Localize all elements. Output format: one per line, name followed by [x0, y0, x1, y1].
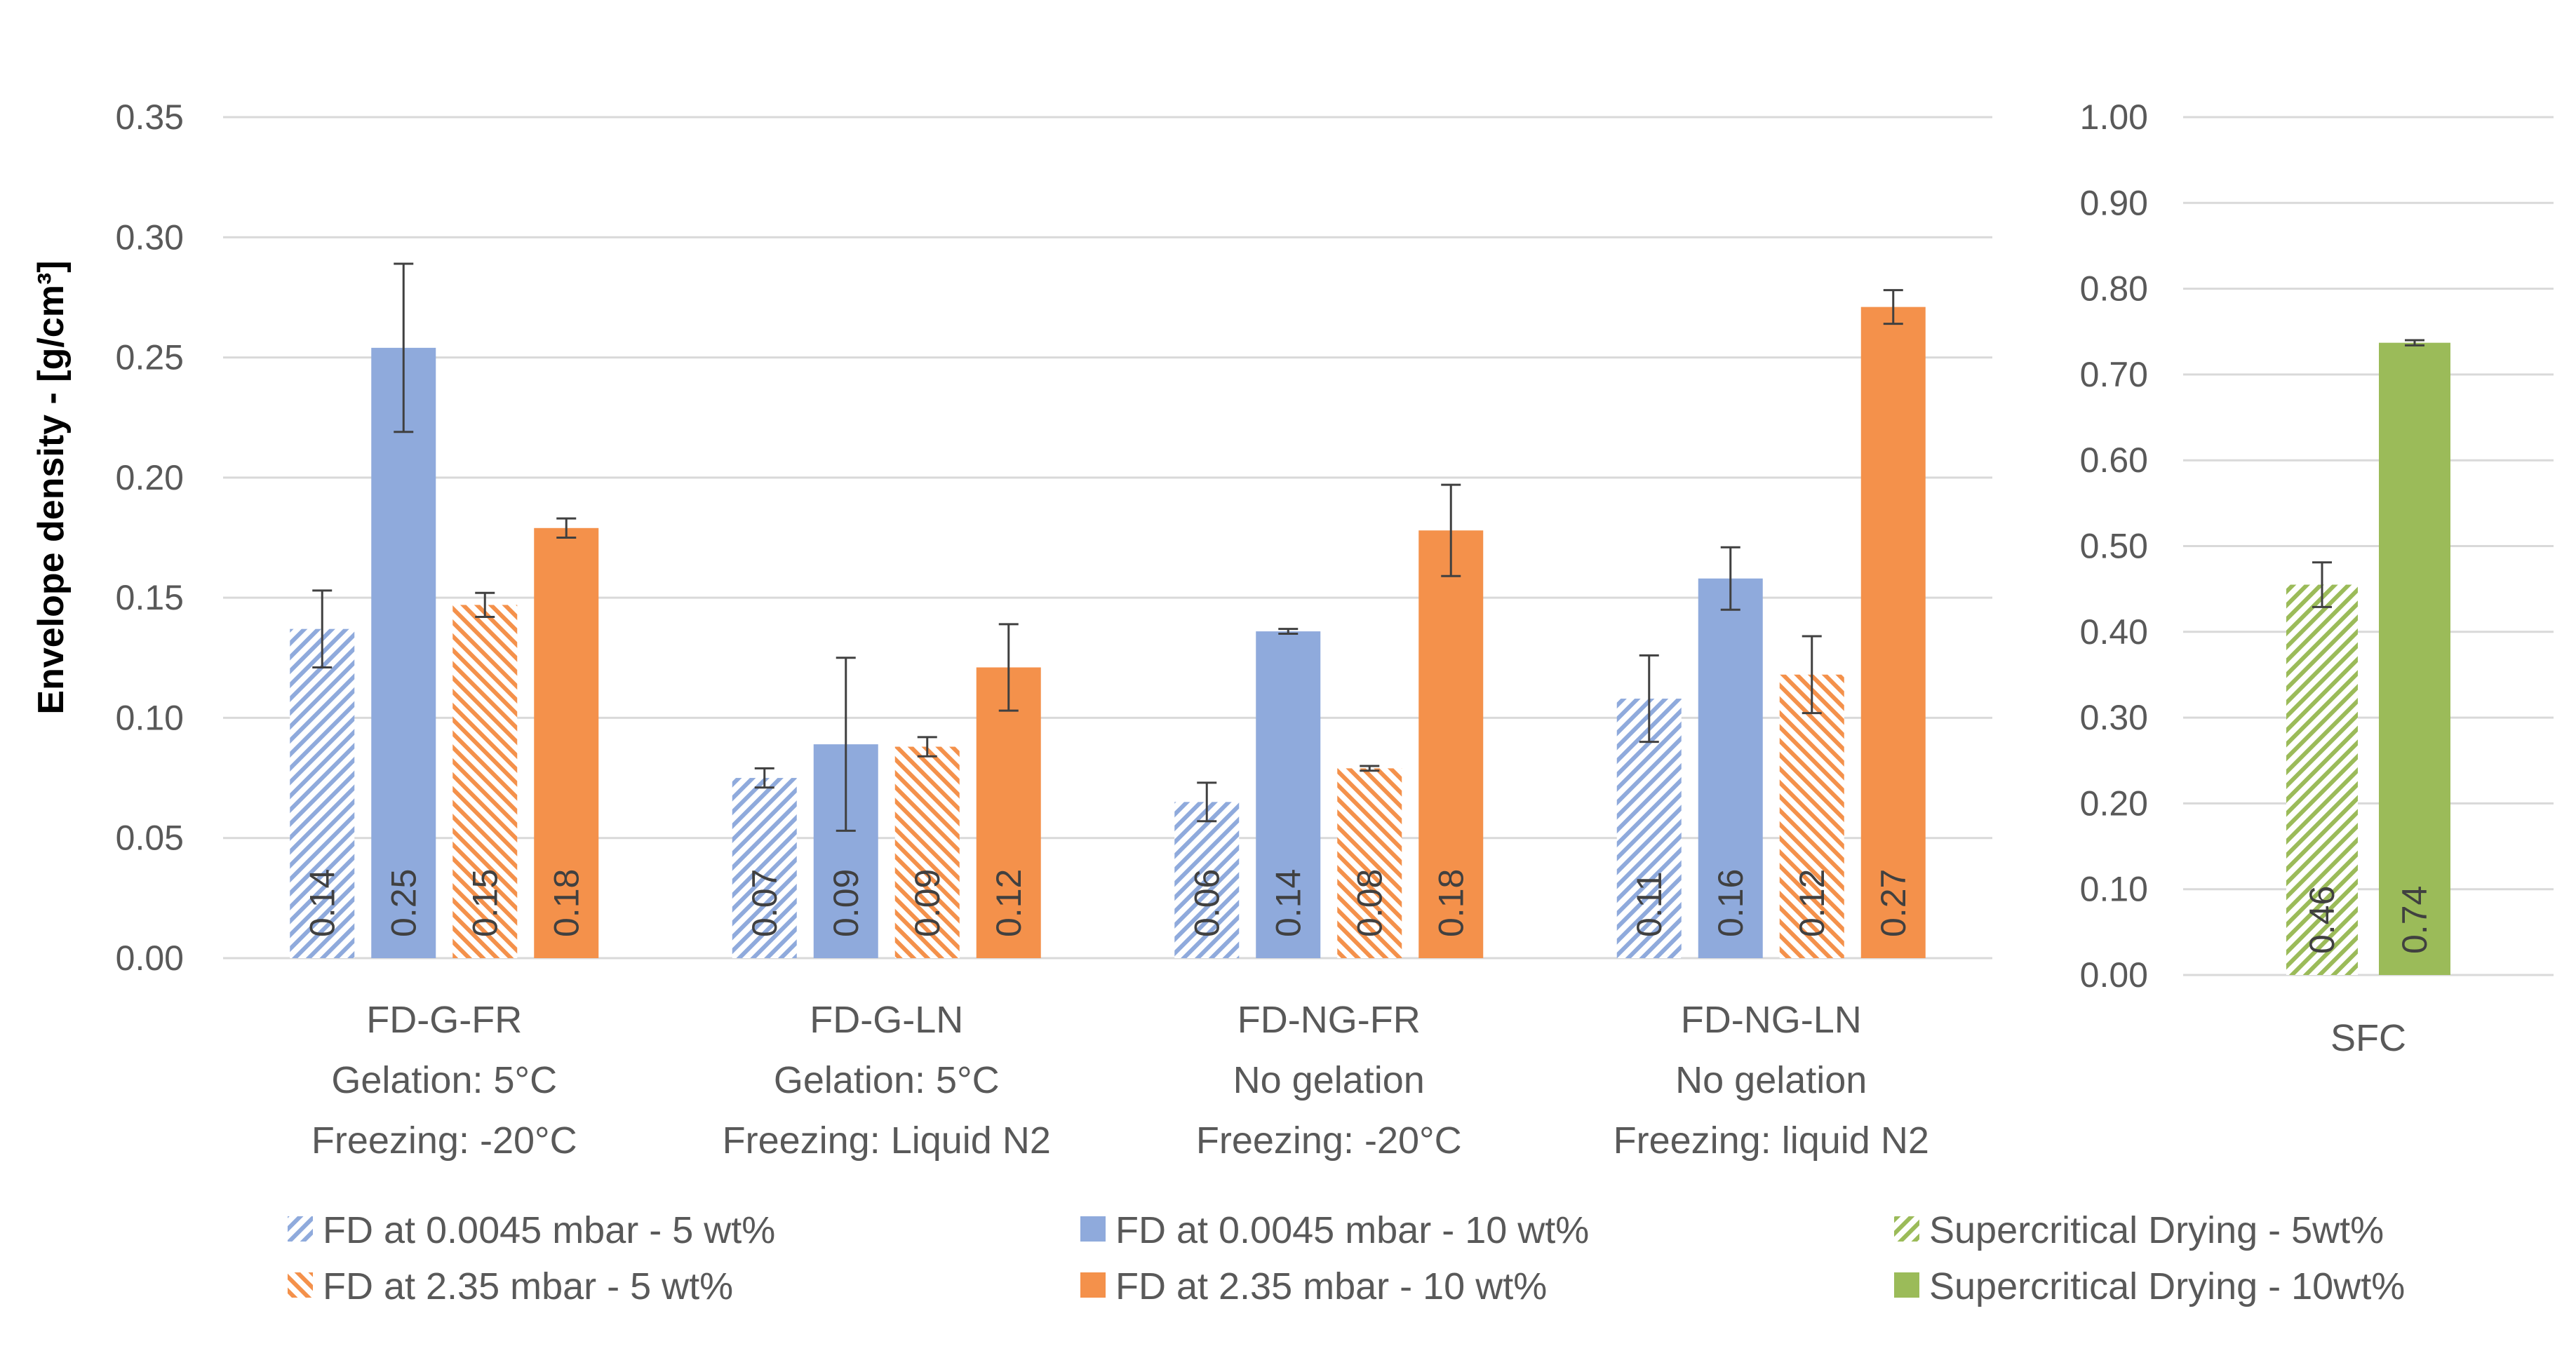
category-label: FD-G-FR: [366, 999, 522, 1041]
category-label: FD-G-LN: [810, 999, 963, 1041]
legend-label: Supercritical Drying - 5wt%: [1929, 1209, 2384, 1251]
category-label: Freezing: liquid N2: [1614, 1119, 1929, 1162]
side-bars: 0.46 0.74: [2286, 339, 2450, 975]
legend-swatch: [1080, 1216, 1106, 1242]
y-tick-label: 0.30: [116, 217, 184, 257]
legend-item: FD at 2.35 mbar - 10 wt%: [1080, 1265, 1547, 1307]
bar: [1174, 802, 1240, 958]
legend-swatch: [1894, 1216, 1919, 1242]
y-tick-label: 0.10: [116, 698, 184, 737]
y-axis-label: Envelope density - [g/cm³]: [31, 260, 72, 714]
legend-item: FD at 0.0045 mbar - 10 wt%: [1080, 1209, 1589, 1251]
y-tick-label: 0.60: [2080, 440, 2148, 480]
category-label: FD-NG-LN: [1681, 999, 1862, 1041]
y-tick-label: 0.05: [116, 819, 184, 858]
bar: [894, 746, 960, 958]
data-label: 0.14: [1268, 869, 1308, 937]
y-tick-label: 0.80: [2080, 269, 2148, 309]
legend-swatch: [288, 1272, 313, 1298]
data-label: 0.14: [302, 869, 342, 937]
legend-item: FD at 0.0045 mbar - 5 wt%: [288, 1209, 775, 1251]
data-label: 0.18: [546, 869, 586, 937]
data-label: 0.09: [908, 869, 947, 937]
bar: [2286, 584, 2358, 975]
y-tick-label: 0.25: [116, 338, 184, 377]
legend-label: FD at 2.35 mbar - 5 wt%: [323, 1265, 733, 1307]
y-tick-label: 0.50: [2080, 527, 2148, 566]
data-label: 0.18: [1431, 869, 1470, 937]
data-label: 0.46: [2302, 886, 2342, 954]
side-category-labels: SFC: [2330, 1017, 2406, 1059]
data-label: 0.27: [1874, 869, 1913, 937]
y-tick-label: 0.00: [2080, 955, 2148, 995]
y-tick-label: 0.15: [116, 578, 184, 617]
bar: [1337, 768, 1402, 958]
category-label: No gelation: [1233, 1059, 1425, 1101]
data-label: 0.25: [384, 869, 423, 937]
bar: [1779, 674, 1844, 958]
y-tick-label: 0.20: [2080, 783, 2148, 823]
y-tick-label: 0.10: [2080, 870, 2148, 909]
bar: [452, 605, 518, 958]
y-tick-label: 1.00: [2080, 97, 2148, 137]
category-label: SFC: [2330, 1017, 2406, 1059]
category-label: Gelation: 5°C: [331, 1059, 557, 1101]
data-label: 0.08: [1350, 869, 1389, 937]
y-tick-label: 0.90: [2080, 183, 2148, 222]
category-label: Freezing: -20°C: [311, 1119, 577, 1162]
bar: [534, 527, 599, 958]
category-label: FD-NG-FR: [1237, 999, 1421, 1041]
data-label: 0.74: [2395, 886, 2434, 954]
legend-item: FD at 2.35 mbar - 5 wt%: [288, 1265, 733, 1307]
side-y-axis-ticks: 0.00 0.10 0.20 0.30 0.40 0.50 0.60 0.70 0.80 0.90…: [2080, 97, 2148, 995]
bar: [1698, 578, 1763, 958]
data-label: 0.16: [1711, 869, 1750, 937]
bar: [2379, 342, 2450, 975]
legend-item: Supercritical Drying - 5wt%: [1894, 1209, 2384, 1251]
data-label: 0.09: [826, 869, 866, 937]
data-label: 0.15: [465, 869, 504, 937]
data-label: 0.11: [1630, 871, 1669, 937]
y-tick-label: 0.35: [116, 97, 184, 137]
y-tick-label: 0.30: [2080, 698, 2148, 737]
main-y-axis-ticks: 0.00 0.05 0.10 0.15 0.20 0.25 0.30 0.35: [116, 97, 184, 978]
legend-swatch: [288, 1216, 313, 1242]
y-tick-label: 0.70: [2080, 355, 2148, 394]
y-tick-label: 0.00: [116, 939, 184, 978]
data-label: 0.12: [1792, 869, 1832, 937]
legend-swatch: [1894, 1272, 1919, 1298]
bar: [371, 347, 436, 959]
legend: FD at 0.0045 mbar - 5 wt% FD at 2.35 mbar…: [288, 1209, 2405, 1307]
legend-label: Supercritical Drying - 10wt%: [1929, 1265, 2405, 1307]
bar: [732, 778, 797, 958]
category-label: Freezing: -20°C: [1196, 1119, 1462, 1162]
category-label: No gelation: [1675, 1059, 1867, 1101]
y-tick-label: 0.40: [2080, 612, 2148, 652]
bar: [1418, 530, 1484, 958]
bar: [1256, 631, 1321, 958]
bar: [1860, 307, 1926, 958]
legend-label: FD at 0.0045 mbar - 5 wt%: [323, 1209, 775, 1251]
category-label: Freezing: Liquid N2: [723, 1119, 1051, 1162]
bar: [976, 667, 1041, 958]
main-category-labels: FD-G-FR Gelation: 5°C Freezing: -20°C FD-G-…: [311, 999, 1929, 1162]
main-gridlines: [223, 116, 1992, 960]
legend-label: FD at 0.0045 mbar - 10 wt%: [1115, 1209, 1589, 1251]
main-bars: 0.14 0.25 0.15 0.18 0.07 0.09 0.09 0.12 0.06 0.14…: [290, 262, 1926, 959]
legend-label: FD at 2.35 mbar - 10 wt%: [1115, 1265, 1547, 1307]
y-tick-label: 0.20: [116, 458, 184, 497]
legend-swatch: [1080, 1272, 1106, 1298]
legend-item: Supercritical Drying - 10wt%: [1894, 1265, 2405, 1307]
data-label: 0.06: [1187, 869, 1226, 937]
data-label: 0.12: [989, 869, 1028, 937]
category-label: Gelation: 5°C: [774, 1059, 1000, 1101]
data-label: 0.07: [745, 869, 784, 937]
side-gridlines: [2183, 116, 2554, 976]
bar: [290, 628, 355, 958]
